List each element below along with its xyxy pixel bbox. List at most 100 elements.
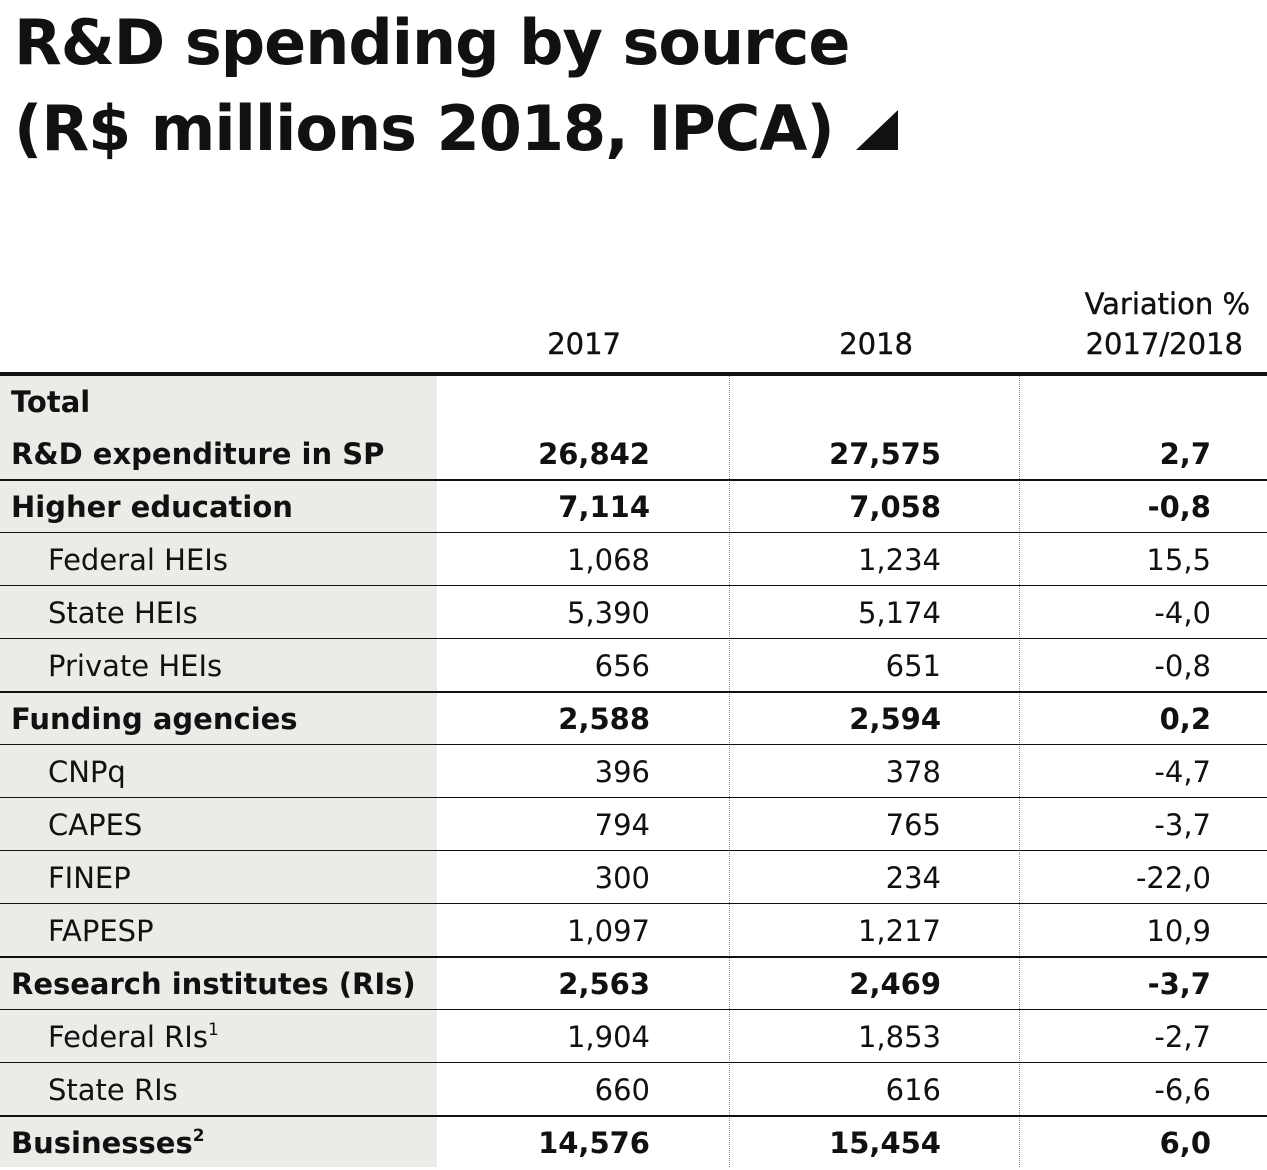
value-2018: 5,174 — [857, 596, 941, 630]
column-divider-2017 — [729, 374, 730, 1167]
row-rule — [0, 479, 1267, 481]
value-2017: 300 — [594, 861, 650, 895]
title-line-2: (R$ millions 2018, IPCA) — [14, 86, 898, 172]
row-rule — [0, 1062, 1267, 1063]
value-variation: 15,5 — [1146, 543, 1211, 577]
row-label-text: State HEIs — [48, 596, 198, 630]
value-variation: -3,7 — [1147, 967, 1211, 1001]
row-label: Businesses2 — [11, 1117, 205, 1170]
value-2018: 378 — [885, 755, 941, 789]
row-rule — [0, 585, 1267, 586]
title-line-2-text: (R$ millions 2018, IPCA) — [14, 92, 835, 165]
table-row: State RIs 660 616 -6,6 — [0, 1064, 1267, 1117]
footnote-marker: 2 — [192, 1126, 205, 1146]
value-variation: -2,7 — [1154, 1020, 1211, 1054]
total-variation: 2,7 — [1159, 437, 1211, 471]
value-variation: -22,0 — [1135, 861, 1211, 895]
row-label-text: Funding agencies — [11, 702, 298, 736]
value-2017: 660 — [594, 1073, 650, 1107]
table-row: Businesses2 14,576 15,454 6,0 — [0, 1117, 1267, 1170]
row-label-text: Research institutes (RIs) — [11, 967, 416, 1001]
value-2018: 15,454 — [829, 1126, 941, 1160]
row-label: Higher education — [11, 481, 293, 534]
total-2018: 27,575 — [829, 437, 941, 471]
row-rule — [0, 850, 1267, 851]
table-row: Federal HEIs 1,068 1,234 15,5 — [0, 534, 1267, 587]
header-rule — [0, 372, 1267, 376]
value-variation: -4,0 — [1154, 596, 1211, 630]
row-label-text: FINEP — [48, 861, 131, 895]
row-rule — [0, 532, 1267, 533]
row-label-text: CNPq — [48, 755, 126, 789]
row-label: CNPq — [48, 746, 126, 799]
value-variation: -0,8 — [1147, 490, 1211, 524]
row-rule — [0, 691, 1267, 693]
row-label: Private HEIs — [48, 640, 222, 693]
value-2018: 651 — [885, 649, 941, 683]
table-row: Funding agencies 2,588 2,594 0,2 — [0, 693, 1267, 746]
row-rule — [0, 638, 1267, 639]
value-2017: 1,068 — [566, 543, 650, 577]
triangle-corner-icon — [855, 110, 898, 150]
title-line-1: R&D spending by source — [14, 6, 850, 79]
page-title: R&D spending by source (R$ millions 2018… — [14, 0, 898, 172]
header-variation-line-1: Variation % — [1084, 287, 1250, 321]
row-rule — [0, 744, 1267, 745]
total-label-line-2: R&D expenditure in SP — [11, 437, 385, 471]
table-row: Higher education 7,114 7,058 -0,8 — [0, 481, 1267, 534]
value-2017: 2,588 — [558, 702, 650, 736]
total-label-line-1: Total — [11, 385, 91, 419]
table-row: Research institutes (RIs) 2,563 2,469 -3,7 — [0, 958, 1267, 1011]
row-label: CAPES — [48, 799, 142, 852]
value-2018: 2,469 — [849, 967, 941, 1001]
value-2018: 2,594 — [849, 702, 941, 736]
row-rule — [0, 1115, 1267, 1117]
value-2017: 5,390 — [566, 596, 650, 630]
row-label: Research institutes (RIs) — [11, 958, 416, 1011]
column-divider-2018 — [1019, 374, 1020, 1167]
label-column-background — [0, 374, 437, 1167]
row-label: State RIs — [48, 1064, 178, 1117]
table-row: FINEP 300 234 -22,0 — [0, 852, 1267, 905]
header-2017: 2017 — [547, 327, 621, 361]
row-label-text: Federal RIs — [48, 1020, 208, 1054]
total-2017: 26,842 — [538, 437, 650, 471]
value-2017: 14,576 — [538, 1126, 650, 1160]
value-2018: 1,234 — [857, 543, 941, 577]
table-row: State HEIs 5,390 5,174 -4,0 — [0, 587, 1267, 640]
row-label: Funding agencies — [11, 693, 298, 746]
value-2018: 7,058 — [849, 490, 941, 524]
row-label-text: Federal HEIs — [48, 543, 228, 577]
value-variation: 10,9 — [1146, 914, 1211, 948]
row-label-text: CAPES — [48, 808, 143, 842]
value-2017: 1,097 — [566, 914, 650, 948]
row-rule — [0, 903, 1267, 904]
row-label: FAPESP — [48, 905, 154, 958]
table-row: CNPq 396 378 -4,7 — [0, 746, 1267, 799]
value-2017: 2,563 — [558, 967, 650, 1001]
row-rule — [0, 1009, 1267, 1010]
row-label-text: State RIs — [48, 1073, 178, 1107]
row-rule — [0, 797, 1267, 798]
value-variation: -6,6 — [1154, 1073, 1211, 1107]
value-variation: -0,8 — [1154, 649, 1211, 683]
header-variation-line-2: 2017/2018 — [1085, 327, 1243, 361]
value-2018: 1,217 — [857, 914, 941, 948]
value-2017: 656 — [594, 649, 650, 683]
row-label: Federal HEIs — [48, 534, 228, 587]
value-variation: 6,0 — [1159, 1126, 1211, 1160]
row-label-text: Private HEIs — [48, 649, 223, 683]
table-row: FAPESP 1,097 1,217 10,9 — [0, 905, 1267, 958]
value-2017: 396 — [594, 755, 650, 789]
row-label: State HEIs — [48, 587, 198, 640]
value-2017: 794 — [594, 808, 650, 842]
row-label: FINEP — [48, 852, 131, 905]
value-variation: -3,7 — [1154, 808, 1211, 842]
row-label-text: FAPESP — [48, 914, 154, 948]
value-2017: 1,904 — [566, 1020, 650, 1054]
table-row: Federal RIs1 1,904 1,853 -2,7 — [0, 1011, 1267, 1064]
value-2018: 234 — [885, 861, 941, 895]
value-variation: -4,7 — [1154, 755, 1211, 789]
value-2018: 616 — [885, 1073, 941, 1107]
row-rule — [0, 956, 1267, 958]
